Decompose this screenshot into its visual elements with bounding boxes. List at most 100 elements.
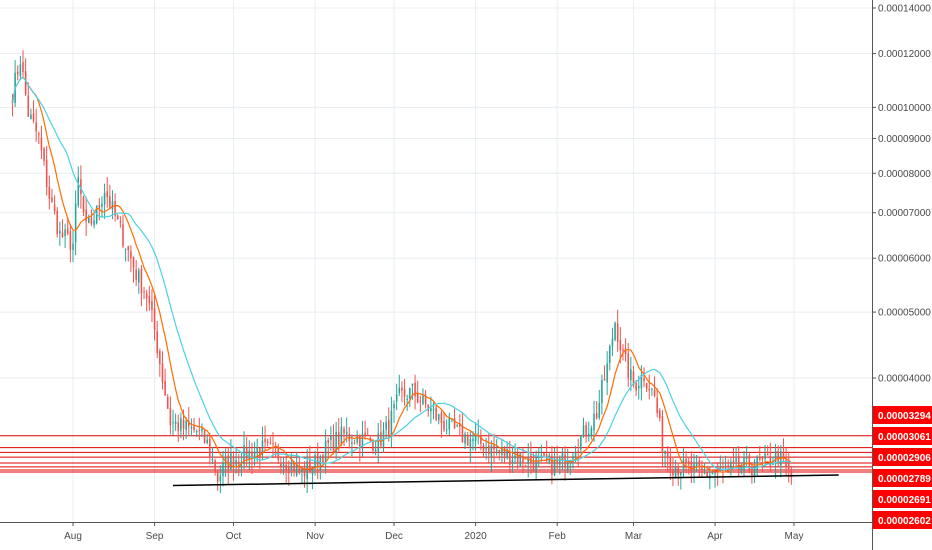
candle-body xyxy=(782,452,785,459)
candle-down xyxy=(522,447,524,474)
candle-down xyxy=(659,408,661,422)
candle-body xyxy=(719,467,722,469)
candle-down xyxy=(685,451,687,474)
candle-body xyxy=(724,468,727,470)
candle-body xyxy=(201,428,203,432)
price-tick-label: 0.00010000 xyxy=(878,103,931,114)
candle-body xyxy=(493,444,495,450)
candle-down xyxy=(453,408,456,429)
candle-down xyxy=(209,432,211,465)
candle-body xyxy=(80,179,82,195)
candle-body xyxy=(30,114,32,120)
candle-down xyxy=(332,424,335,455)
candle-body xyxy=(366,434,369,436)
candle-up xyxy=(282,456,285,475)
candle-body xyxy=(764,453,766,460)
candle-body xyxy=(374,449,377,452)
candle-up xyxy=(174,413,177,431)
candle-down xyxy=(106,177,108,208)
candle-body xyxy=(601,379,603,403)
candle-down xyxy=(24,58,27,97)
candle-body xyxy=(732,460,735,462)
candle-body xyxy=(40,137,43,151)
candle-down xyxy=(466,431,469,446)
candle-body xyxy=(27,95,30,117)
candle-down xyxy=(487,432,490,463)
candle-body xyxy=(761,458,764,460)
candle-body xyxy=(72,243,74,251)
candle-body xyxy=(690,461,693,472)
candle-down xyxy=(145,289,148,312)
candle-body xyxy=(274,446,277,448)
candle-body xyxy=(156,331,158,354)
candle-body xyxy=(319,456,322,471)
candle-down xyxy=(656,388,658,418)
candle-up xyxy=(495,438,498,456)
candle-body xyxy=(87,217,90,223)
candle-body xyxy=(501,447,503,455)
price-badge-label: 0.00002602 xyxy=(878,516,931,527)
candle-down xyxy=(769,442,772,473)
candle-body xyxy=(651,388,653,390)
candle-body xyxy=(753,468,756,476)
candle-down xyxy=(274,442,277,458)
candle-down xyxy=(616,309,619,352)
candle-down xyxy=(751,464,753,484)
candle-body xyxy=(190,427,193,429)
candle-body xyxy=(427,404,430,411)
candle-body xyxy=(264,439,266,443)
candle-body xyxy=(653,390,656,396)
candle-body xyxy=(377,433,380,452)
candle-body xyxy=(522,456,524,464)
candle-body xyxy=(272,443,274,445)
candle-body xyxy=(448,417,451,430)
candle-up xyxy=(511,447,514,474)
candle-body xyxy=(435,407,437,420)
candle-body xyxy=(203,430,206,443)
candle-body xyxy=(482,445,485,452)
candle-down xyxy=(435,405,437,422)
candle-body xyxy=(411,383,414,386)
candle-down xyxy=(524,464,527,466)
candle-down xyxy=(51,188,53,204)
candle-down xyxy=(440,410,443,438)
candle-up xyxy=(319,454,322,480)
candle-up xyxy=(14,60,16,107)
candle-body xyxy=(32,113,35,121)
price-tick-label: 0.00008000 xyxy=(878,169,931,180)
candle-down xyxy=(669,447,672,481)
candle-down xyxy=(32,100,35,124)
candle-down xyxy=(109,184,111,210)
candle-body xyxy=(314,454,316,468)
candle-body xyxy=(656,397,658,414)
candle-down xyxy=(245,437,248,468)
candle-body xyxy=(306,461,308,480)
candle-up xyxy=(64,223,66,248)
candle-down xyxy=(214,458,216,476)
candle-body xyxy=(364,432,366,436)
candle-body xyxy=(409,387,411,399)
price-badge-label: 0.00002691 xyxy=(878,495,931,506)
candle-body xyxy=(769,455,772,466)
candle-up xyxy=(774,444,777,479)
candle-up xyxy=(374,440,377,456)
candle-down xyxy=(298,455,301,475)
candle-body xyxy=(135,269,137,280)
candle-body xyxy=(590,428,593,437)
candle-down xyxy=(353,439,356,445)
candle-down xyxy=(482,442,485,458)
candle-body xyxy=(216,473,219,482)
candle-down xyxy=(661,410,664,468)
candle-body xyxy=(406,398,408,400)
candle-body xyxy=(572,456,574,460)
candle-down xyxy=(45,145,48,196)
candle-body xyxy=(503,448,506,457)
candle-up xyxy=(195,429,198,437)
time-tick-label: Mar xyxy=(625,531,643,542)
candle-up xyxy=(248,440,251,470)
candle-body xyxy=(316,452,319,468)
candle-body xyxy=(616,323,619,343)
candle-down xyxy=(556,445,558,471)
candle-down xyxy=(127,245,130,262)
